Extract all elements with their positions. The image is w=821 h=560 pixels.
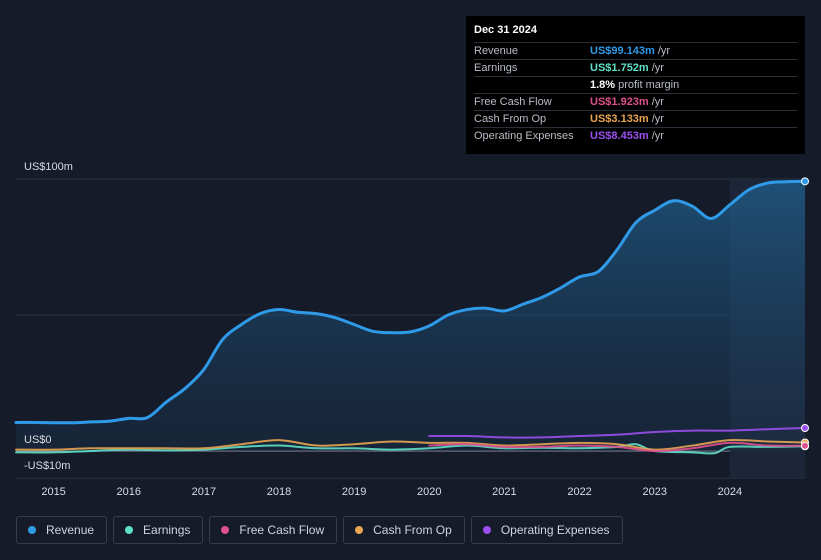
y-tick-label: US$0: [24, 434, 52, 446]
tooltip-row-unit: /yr: [651, 113, 664, 125]
legend-dot-icon: [482, 526, 491, 534]
x-tick-label: 2024: [718, 486, 742, 498]
tooltip-row-label: Cash From Op: [474, 113, 547, 125]
tooltip-row: Earnings US$1.752m/yr: [474, 60, 797, 77]
series-end-dots: [801, 177, 809, 451]
tooltip-row-unit: /yr: [657, 45, 671, 57]
revenue-area: [16, 181, 805, 451]
legend-item-revenue[interactable]: Revenue: [16, 516, 108, 544]
legend-label: Cash From Op: [373, 523, 452, 537]
legend-label: Revenue: [46, 523, 95, 537]
legend-label: Earnings: [143, 523, 191, 537]
legend-label: Operating Expenses: [500, 523, 610, 537]
series-end-dot-free-cash-flow: [801, 441, 809, 450]
legend-item-earnings[interactable]: Earnings: [113, 516, 204, 544]
series-line-free-cash-flow: [428, 441, 806, 453]
series-line-earnings: [15, 443, 806, 455]
tooltip-row-value: 1.8%: [590, 79, 616, 91]
tooltip-row: Free Cash Flow US$1.923m/yr: [474, 94, 797, 111]
x-tick-label: 2018: [267, 486, 291, 498]
tooltip-row-unit: /yr: [651, 62, 664, 74]
x-tick-label: 2019: [342, 486, 366, 498]
x-tick-label: 2022: [567, 486, 591, 498]
tooltip-panel: Dec 31 2024 Revenue US$99.143m/yr Earnings…: [466, 16, 805, 154]
legend-dot-icon: [125, 526, 134, 534]
tooltip-row-label: Operating Expenses: [474, 130, 574, 142]
legend-item-operating-expenses[interactable]: Operating Expenses: [470, 516, 623, 544]
series-end-dot-revenue: [801, 177, 809, 186]
x-tick-label: 2020: [417, 486, 441, 498]
tooltip-row-value: US$99.143m: [590, 45, 655, 57]
tooltip-rows: Revenue US$99.143m/yr Earnings US$1.752m/yr…: [474, 43, 797, 144]
series-area-revenue: [16, 181, 805, 451]
y-axis-labels: US$100m US$0 -US$10m: [24, 161, 73, 472]
tooltip-row-value: US$8.453m: [590, 130, 649, 142]
tooltip-row-unit: /yr: [651, 130, 664, 142]
tooltip-row-value: US$1.752m: [590, 62, 649, 74]
series-line-revenue: [14, 179, 807, 425]
legend-item-free-cash-flow[interactable]: Free Cash Flow: [209, 516, 338, 544]
legend: Revenue Earnings Free Cash Flow Cash From O…: [16, 516, 623, 544]
x-tick-label: 2021: [492, 486, 516, 498]
legend-label: Free Cash Flow: [239, 523, 325, 537]
series-line-cash-from-op: [15, 438, 806, 451]
y-tick-label: US$100m: [24, 161, 73, 173]
legend-item-cash-from-op[interactable]: Cash From Op: [343, 516, 465, 544]
tooltip-row: 1.8% profit margin: [474, 77, 797, 94]
series-line-operating-expenses: [428, 427, 806, 439]
legend-dot-icon: [355, 526, 364, 534]
series-lines: [14, 179, 807, 455]
tooltip-row: Operating Expenses US$8.453m/yr: [474, 128, 797, 144]
x-tick-label: 2023: [642, 486, 666, 498]
tooltip-row-value: US$3.133m: [590, 113, 649, 125]
tooltip-row-unit: /yr: [651, 96, 664, 108]
tooltip-row-value: US$1.923m: [590, 96, 649, 108]
tooltip-row: Cash From Op US$3.133m/yr: [474, 111, 797, 128]
tooltip-row: Revenue US$99.143m/yr: [474, 43, 797, 60]
x-tick-label: 2017: [192, 486, 216, 498]
x-axis-labels: 2015 2016 2017 2018 2019 2020 2021 2022 2023 2024: [41, 486, 742, 498]
legend-dot-icon: [221, 526, 230, 534]
y-tick-label: -US$10m: [24, 460, 70, 472]
legend-dot-icon: [28, 526, 36, 534]
x-tick-label: 2016: [116, 486, 140, 498]
tooltip-row-label: Free Cash Flow: [474, 96, 552, 108]
tooltip-row-label: Earnings: [474, 62, 518, 74]
series-end-dot-operating-expenses: [801, 424, 809, 433]
tooltip-row-label: Revenue: [474, 45, 519, 57]
tooltip-row-unit: profit margin: [618, 79, 680, 91]
tooltip-date: Dec 31 2024: [474, 24, 797, 43]
x-tick-label: 2015: [41, 486, 65, 498]
